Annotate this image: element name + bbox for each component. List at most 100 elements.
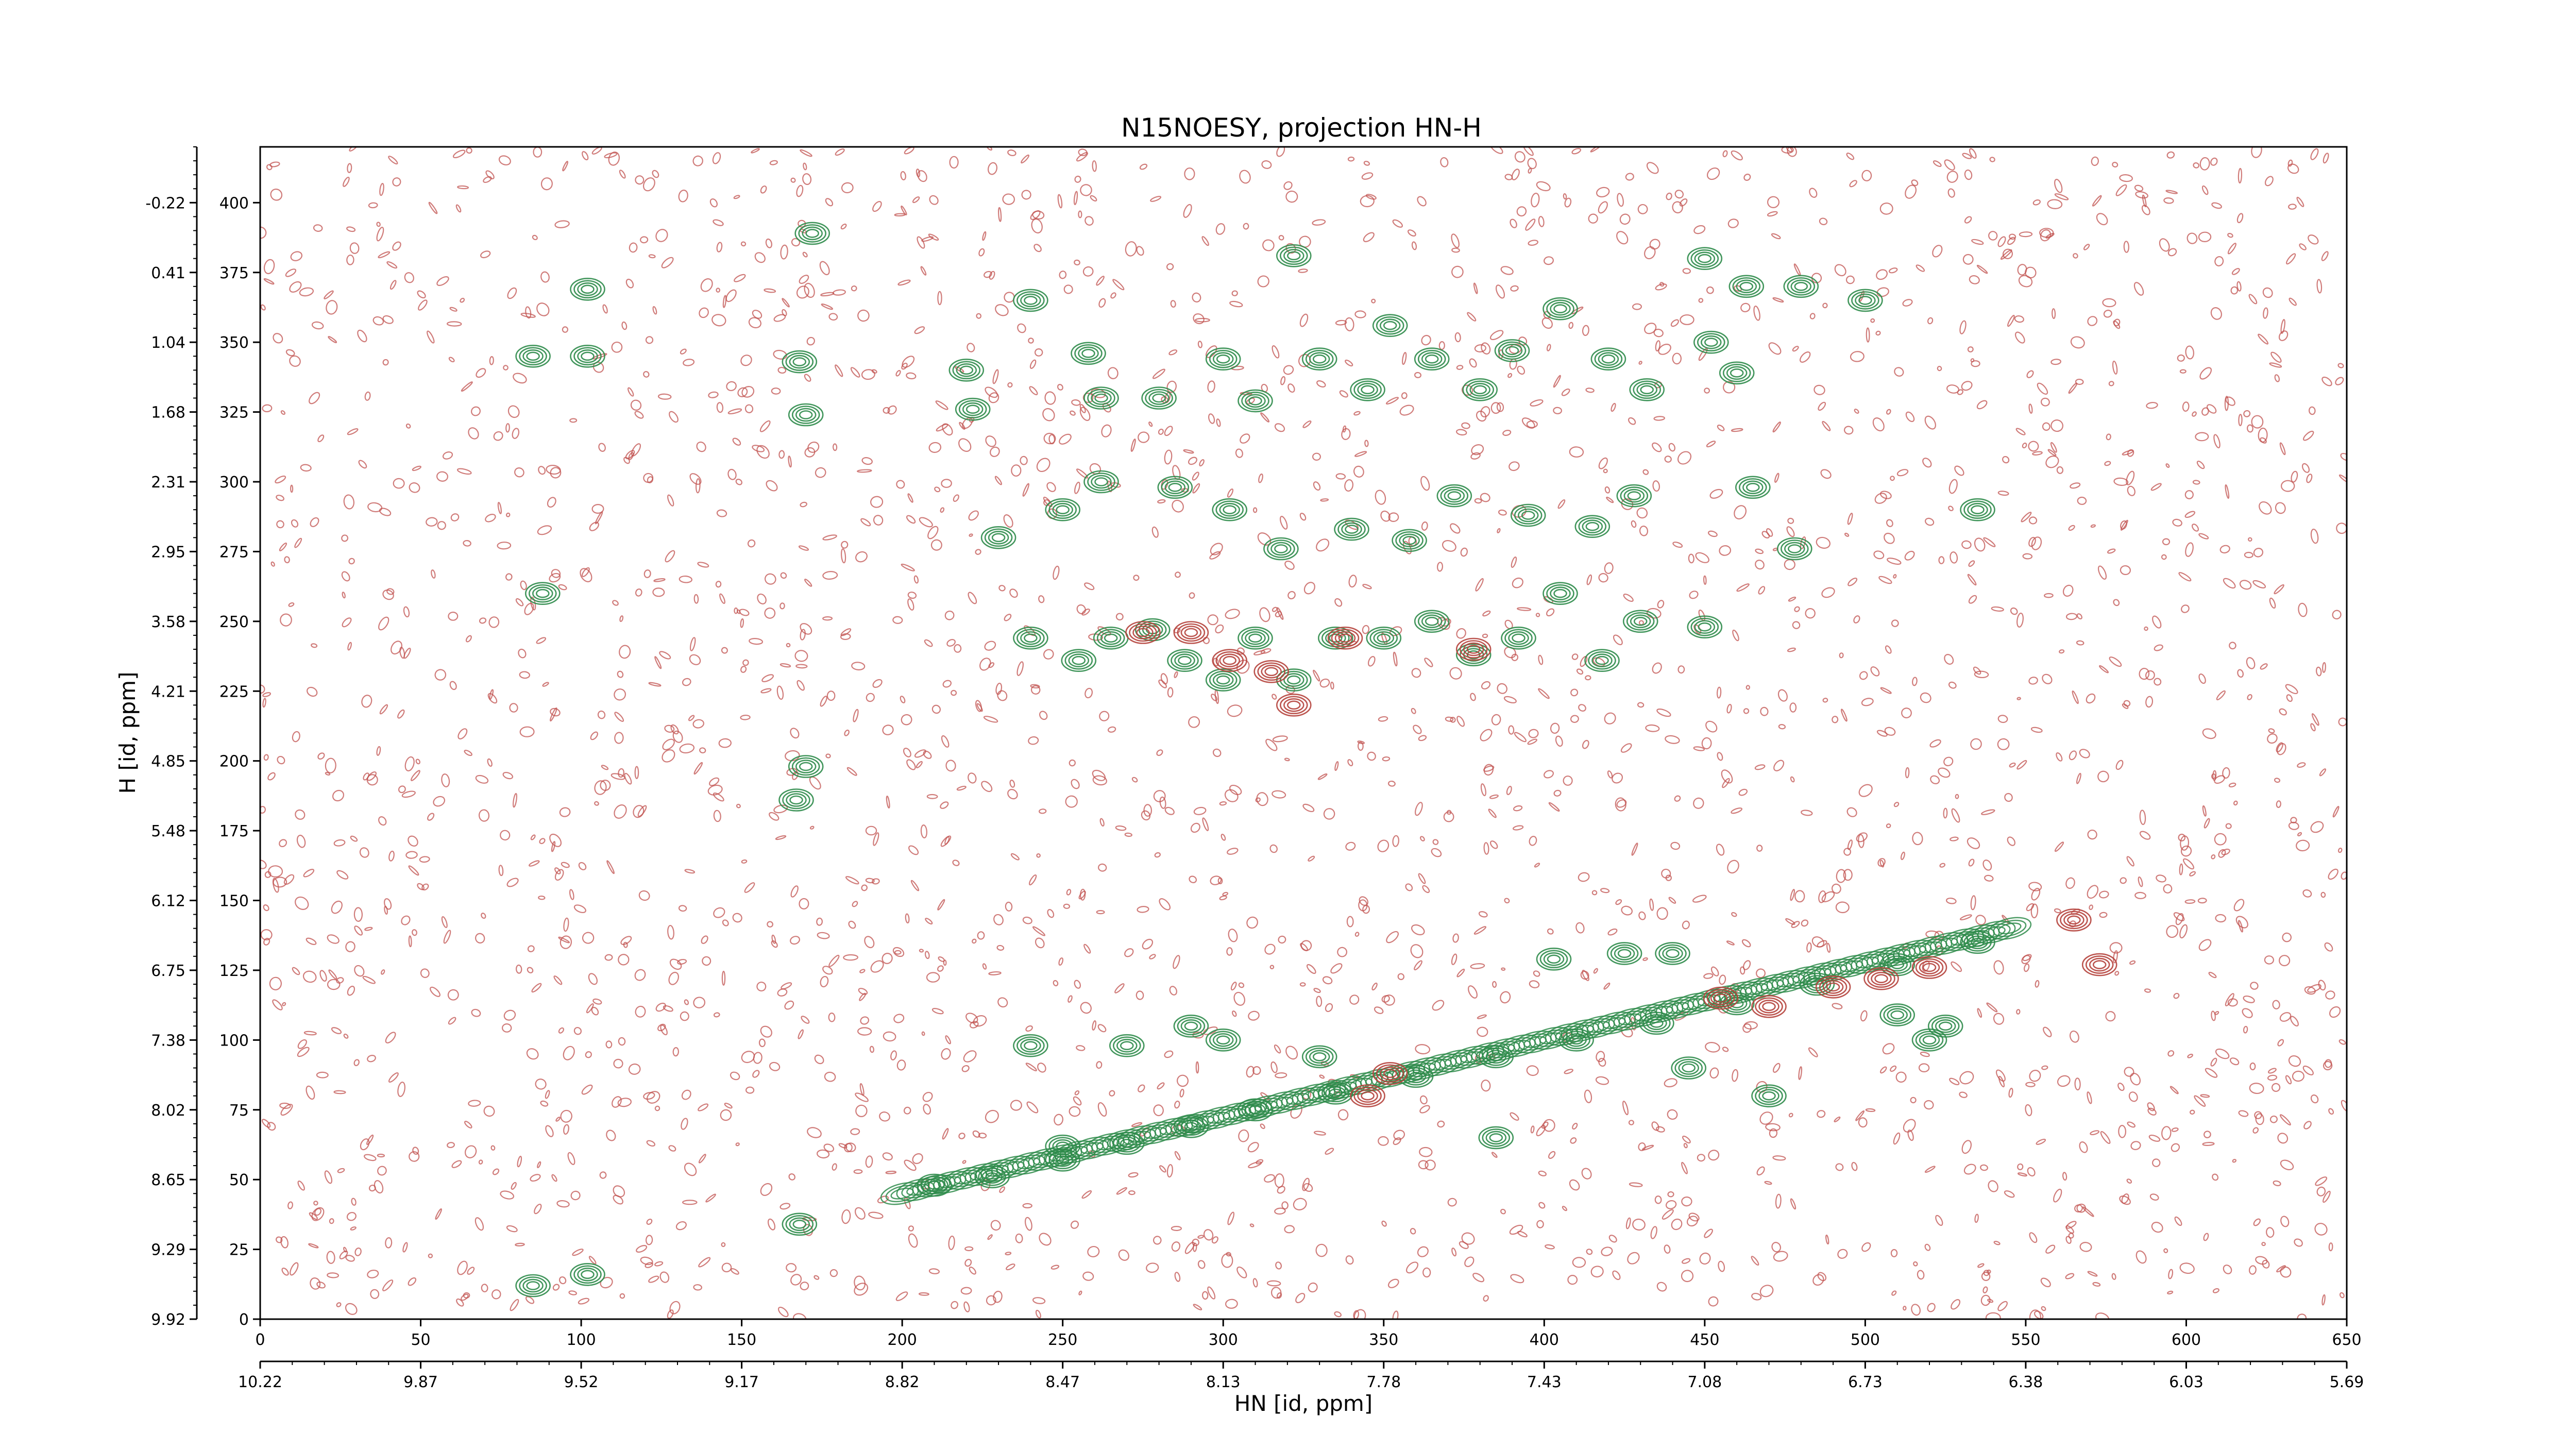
noise-contour — [2288, 1055, 2301, 1067]
noise-contour — [558, 936, 570, 943]
noise-contour — [1622, 1101, 1629, 1116]
positive-peak — [1167, 649, 1202, 672]
noise-contour — [1619, 213, 1631, 225]
y-index-tick-label: 50 — [229, 1171, 249, 1189]
noise-contour — [1032, 926, 1046, 936]
noise-contour — [1772, 422, 1781, 433]
noise-contour — [341, 571, 350, 582]
noise-contour — [2144, 626, 2148, 631]
noise-contour — [1707, 530, 1718, 537]
noise-contour — [430, 986, 440, 997]
noise-contour — [851, 285, 857, 292]
positive-peak — [1879, 1003, 1915, 1026]
noise-contour — [276, 520, 284, 529]
peak-contour-level — [1890, 1010, 1904, 1020]
noise-contour — [1354, 310, 1366, 318]
noise-contour — [467, 1267, 475, 1275]
noise-contour — [1410, 1228, 1416, 1235]
noise-contour — [288, 602, 295, 607]
peak-contour-level — [955, 397, 991, 421]
peak-contour-level — [1730, 368, 1744, 378]
noise-contour — [1843, 869, 1853, 881]
peak-contour-level — [1109, 1132, 1145, 1155]
noise-contour — [2253, 1218, 2261, 1226]
noise-contour — [401, 790, 416, 798]
peak-contour-level — [1687, 615, 1723, 638]
noise-contour — [741, 386, 755, 398]
noise-contour — [331, 900, 343, 914]
noise-contour — [1316, 538, 1330, 552]
noise-contour — [828, 1013, 836, 1022]
noise-contour — [760, 1025, 772, 1038]
noise-contour — [1905, 767, 1910, 779]
noise-contour — [645, 1262, 653, 1268]
noise-contour — [1913, 1261, 1918, 1267]
noise-contour — [1432, 1000, 1445, 1011]
noise-contour — [923, 1104, 931, 1115]
noise-contour — [1792, 346, 1799, 352]
noise-contour — [431, 569, 436, 579]
noise-contour — [279, 839, 287, 848]
noise-contour — [1765, 1123, 1781, 1132]
noise-contour — [963, 1301, 970, 1312]
noise-contour — [1146, 1262, 1159, 1273]
noise-contour — [2113, 477, 2129, 486]
noise-contour — [1655, 340, 1660, 351]
noise-contour — [2141, 205, 2150, 215]
noise-contour — [346, 255, 354, 265]
peak-contour-level — [1361, 1091, 1375, 1101]
peak-contour-level — [1494, 339, 1530, 362]
noise-contour — [2098, 890, 2109, 899]
positive-peak — [955, 397, 991, 421]
noise-contour — [1509, 358, 1517, 370]
noise-contour — [692, 155, 703, 166]
noise-contour — [1125, 241, 1137, 257]
noise-contour — [2009, 233, 2016, 240]
noise-contour — [2315, 666, 2322, 677]
noise-contour — [1820, 469, 1832, 479]
peak-contour-level — [785, 352, 814, 371]
peak-contour-level — [1100, 631, 1122, 645]
noise-contour — [1588, 213, 1598, 224]
noise-contour — [1891, 619, 1899, 627]
noise-contour — [1468, 985, 1478, 999]
noise-contour — [280, 410, 286, 415]
noise-contour — [1229, 300, 1243, 308]
noise-contour — [2126, 856, 2134, 867]
noise-contour — [752, 310, 762, 319]
noise-contour — [1884, 532, 1895, 544]
noise-contour — [635, 175, 645, 185]
noise-contour — [2341, 1100, 2347, 1112]
noise-contour — [570, 1190, 581, 1201]
noise-contour — [2154, 678, 2162, 686]
noise-contour — [1258, 473, 1263, 483]
noise-contour — [2145, 670, 2155, 680]
noise-contour — [1450, 717, 1456, 723]
noise-contour — [2248, 294, 2258, 305]
peak-contour-level — [1489, 1052, 1503, 1062]
noise-contour — [1192, 292, 1201, 302]
noise-contour — [1997, 738, 2010, 750]
noise-contour — [1153, 1236, 1162, 1245]
noise-contour — [1516, 206, 1527, 217]
peak-contour-level — [2060, 911, 2088, 930]
noise-contour — [1794, 606, 1800, 612]
positive-peak — [1687, 615, 1723, 638]
noise-contour — [362, 975, 376, 984]
noise-contour — [285, 349, 295, 357]
noise-contour — [2340, 452, 2347, 461]
noise-contour — [2104, 461, 2111, 466]
noise-contour — [2189, 871, 2196, 877]
noise-contour — [2231, 268, 2240, 275]
noise-contour — [1037, 1063, 1046, 1073]
peak-contour-level — [1848, 289, 1883, 312]
positive-peak — [1141, 386, 1177, 410]
noise-contour — [1262, 239, 1275, 251]
noise-contour — [988, 971, 1002, 975]
noise-contour — [2210, 1057, 2217, 1067]
noise-contour — [1988, 231, 1998, 241]
noise-contour — [448, 1017, 456, 1025]
noise-contour — [314, 1208, 321, 1216]
noise-contour — [1362, 625, 1369, 634]
noise-contour — [737, 387, 748, 397]
